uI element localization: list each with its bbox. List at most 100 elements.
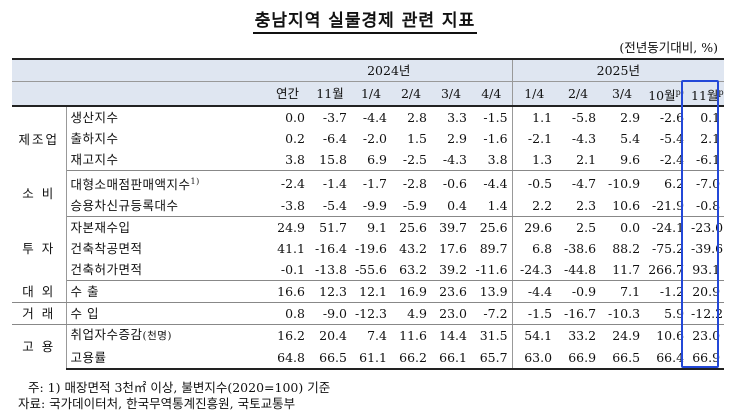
period-header: 3/4 bbox=[600, 81, 645, 108]
value-cell: 12.1 bbox=[351, 280, 391, 303]
value-cell: 33.2 bbox=[568, 328, 597, 344]
year-2024-header: 2024년 bbox=[266, 58, 513, 83]
value-cell: -11.6 bbox=[471, 258, 513, 281]
period-header: 11월p) bbox=[688, 81, 725, 108]
source-note: 자료: 국가데이터처, 한국무역통계진흥원, 국토교통부 bbox=[18, 396, 296, 411]
table-row: 건축허가면적 -0.1 -13.8 -55.6 63.2 39.2 -11.6 -24.3 -4… bbox=[12, 258, 725, 281]
table-row: 고 용 취업자수증감(천명) 16.2 20.4 7.4 11.6 14.4 31.5 54.1… bbox=[12, 324, 724, 369]
table-row: 승용차신규등록대수 -3.8 -5.4 -9.9 -5.9 0.4 1.4 2.2 2.3 10.… bbox=[12, 194, 725, 217]
indicator-label: 고용률 bbox=[66, 346, 266, 371]
value-cell: -9.9 bbox=[351, 194, 391, 217]
value-cell: -7.2 bbox=[471, 302, 513, 325]
footnote: 주: 1) 매장면적 3천㎡ 이상, 불변지수(2020=100) 기준 bbox=[28, 380, 331, 395]
value-cell: -1.6 bbox=[483, 131, 508, 147]
value-cell: 1.3 bbox=[511, 149, 557, 172]
value-cell: 23.0 bbox=[692, 328, 721, 344]
value-cell: -2.0 bbox=[362, 131, 387, 147]
value-cell: 2.9 bbox=[620, 110, 641, 126]
period-header: 1/4 bbox=[351, 81, 391, 108]
value-cell: 9.1 bbox=[367, 219, 387, 235]
value-cell: 7.4 bbox=[367, 328, 387, 344]
value-cell: -39.6 bbox=[691, 240, 724, 256]
value-cell: -16.4 bbox=[314, 240, 347, 256]
category-label: 투 자 bbox=[12, 216, 67, 281]
value-cell: 15.8 bbox=[309, 149, 351, 172]
value-cell: 66.1 bbox=[431, 346, 471, 371]
value-cell: 64.8 bbox=[266, 346, 309, 371]
table-row: 출하지수 0.2 -6.4 -2.0 1.5 2.9 -1.6 -2.1 -4.3 5.4 -5.4… bbox=[12, 128, 724, 150]
period-header: 연간 bbox=[266, 81, 309, 108]
indicator-name: 대형소매점판매액지수 bbox=[70, 177, 191, 193]
period-header: 1/4 bbox=[511, 81, 557, 108]
value-cell: 9.6 bbox=[600, 149, 645, 172]
value-cell: 5.9 bbox=[644, 302, 689, 325]
value-cell: -6.1 bbox=[688, 149, 725, 172]
value-cell: 6.2 bbox=[664, 175, 685, 191]
indicator-label: 취업자수증감(천명) bbox=[66, 324, 266, 347]
value-cell: -5.4 bbox=[309, 194, 351, 217]
value-cell: -1.4 bbox=[322, 175, 347, 191]
indicator-name: 건축착공면적 bbox=[70, 240, 143, 256]
indicator-table: 2024년 2025년 연간 11월 1/4 2/4 3/4 4/4 1/4 2/4 3/4 10… bbox=[12, 58, 725, 371]
indicator-name: 취업자수증감 bbox=[70, 327, 143, 343]
value-cell: 3.8 bbox=[471, 149, 513, 172]
value-cell: 20.4 bbox=[319, 328, 347, 344]
category-label: 고 용 bbox=[12, 324, 67, 369]
value-cell: -55.6 bbox=[351, 258, 391, 281]
value-cell: 10.6 bbox=[600, 194, 645, 217]
value-cell: 0.0 bbox=[285, 110, 305, 126]
value-cell: 0.0 bbox=[620, 219, 641, 235]
value-cell: -4.4 bbox=[511, 280, 557, 303]
value-cell: 14.4 bbox=[439, 328, 467, 344]
value-cell: 2.9 bbox=[447, 131, 467, 147]
value-cell: 2.8 bbox=[407, 110, 427, 126]
value-cell: -2.8 bbox=[402, 175, 427, 191]
value-cell: 2.5 bbox=[576, 219, 597, 235]
value-cell: 16.6 bbox=[266, 280, 309, 303]
value-cell: 2.3 bbox=[556, 194, 601, 217]
value-cell: 39.2 bbox=[431, 258, 471, 281]
value-cell: 266.7 bbox=[644, 258, 689, 281]
value-cell: -1.5 bbox=[483, 110, 508, 126]
value-cell: 88.2 bbox=[612, 240, 641, 256]
value-cell: 25.6 bbox=[399, 219, 427, 235]
period-header: 2/4 bbox=[391, 81, 431, 108]
category-label: 제조업 bbox=[12, 106, 67, 171]
preliminary-mark: p) bbox=[718, 87, 724, 97]
indicator-name: 재고지수 bbox=[70, 152, 119, 168]
table-row: 재고지수 3.8 15.8 6.9 -2.5 -4.3 3.8 1.3 2.1 9.6 -2.4 -6… bbox=[12, 149, 725, 172]
value-cell: 5.4 bbox=[620, 131, 641, 147]
value-cell: -10.3 bbox=[600, 302, 645, 325]
value-cell: 23.0 bbox=[431, 302, 471, 325]
value-cell: 66.5 bbox=[309, 346, 351, 371]
table-row: 제조업 생산지수 0.0 -3.7 -4.4 2.8 3.3 -1.5 1.1 -5.8 2.9 -2… bbox=[12, 106, 724, 171]
value-cell: -5.8 bbox=[571, 110, 597, 126]
table-row: 고용률 64.8 66.5 61.1 66.2 66.1 65.7 63.0 66.9 66.5 6… bbox=[12, 346, 725, 371]
value-cell: 66.4 bbox=[644, 346, 689, 371]
value-cell: 66.9 bbox=[556, 346, 601, 371]
value-cell: 3.3 bbox=[447, 110, 467, 126]
indicator-label: 수 입 bbox=[66, 302, 266, 325]
value-cell: 89.7 bbox=[479, 240, 508, 256]
year-2025-header: 2025년 bbox=[511, 58, 725, 83]
value-cell: -23.0 bbox=[691, 219, 724, 235]
value-cell: 54.1 bbox=[511, 324, 557, 347]
indicator-label: 생산지수 bbox=[66, 106, 266, 128]
value-cell: -1.7 bbox=[362, 175, 387, 191]
value-cell: -24.3 bbox=[511, 258, 557, 281]
value-cell: -0.1 bbox=[266, 258, 309, 281]
value-cell: 29.6 bbox=[511, 216, 557, 238]
value-cell: 93.1 bbox=[688, 258, 725, 281]
value-cell: 31.5 bbox=[479, 328, 508, 344]
value-cell: -2.1 bbox=[511, 128, 557, 150]
value-cell: -10.9 bbox=[607, 175, 641, 191]
value-cell: 0.2 bbox=[285, 131, 305, 147]
table-row: 투 자 자본재수입 24.9 51.7 9.1 25.6 39.7 25.6 29.6 2.5 0.… bbox=[12, 216, 724, 281]
period-header: 2/4 bbox=[556, 81, 601, 108]
value-cell: 41.1 bbox=[277, 240, 305, 256]
value-cell: 66.9 bbox=[688, 346, 725, 371]
value-cell: 63.0 bbox=[511, 346, 557, 371]
